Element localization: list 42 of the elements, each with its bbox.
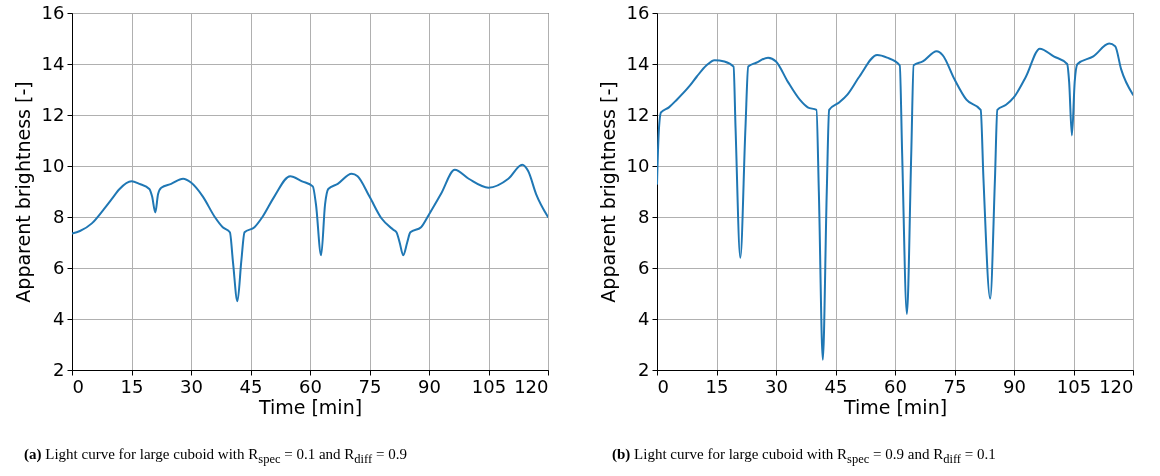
x-tick-label: 60 <box>884 375 907 397</box>
x-axis-title: Time [min] <box>842 395 948 418</box>
text: (b) Light curve for large cuboid with R$_{spec}$ = 0.9 and R$_{diff}$ = 0.1 <box>612 446 996 466</box>
y-tick-label: 6 <box>53 256 65 278</box>
x-axis-title: Time [min] <box>257 395 363 418</box>
x-tick-label: 75 <box>358 375 382 397</box>
x-tick-label: 0 <box>72 375 84 397</box>
x-tick-label: 105 <box>1056 375 1092 397</box>
y-tick-label: 10 <box>626 154 650 176</box>
x-tick-label: 30 <box>180 375 203 397</box>
y-tick-label: 14 <box>41 52 65 74</box>
x-tick-label: 105 <box>471 375 507 397</box>
y-tick-label: 8 <box>638 205 650 227</box>
y-tick-label: 4 <box>53 307 65 329</box>
x-tick-label: 60 <box>299 375 322 397</box>
y-tick-label: 16 <box>626 1 650 23</box>
x-tick-label: 90 <box>418 375 441 397</box>
y-tick-label: 6 <box>638 256 650 278</box>
x-tick-label: 15 <box>120 375 144 397</box>
x-tick-label: 15 <box>705 375 729 397</box>
y-axis-title: Apparent brightness [-] <box>596 81 619 303</box>
y-tick-label: 8 <box>53 205 65 227</box>
y-tick-label: 12 <box>41 103 65 125</box>
x-tick-label: 45 <box>824 375 848 397</box>
y-axis-title: Apparent brightness [-] <box>11 81 34 303</box>
y-tick-label: 12 <box>626 103 650 125</box>
y-tick-label: 14 <box>626 52 650 74</box>
x-tick-label: 45 <box>239 375 263 397</box>
x-tick-label: 120 <box>1099 375 1134 397</box>
x-tick-label: 120 <box>514 375 549 397</box>
x-tick-label: 75 <box>943 375 967 397</box>
text: (a) Light curve for large cuboid with R$_{spec}$ = 0.1 and R$_{diff}$ = 0.9 <box>24 446 407 466</box>
line-series <box>72 163 548 303</box>
x-tick-label: 0 <box>657 375 669 397</box>
y-tick-label: 2 <box>53 358 65 380</box>
x-tick-label: 90 <box>1003 375 1026 397</box>
y-tick-label: 4 <box>638 307 650 329</box>
y-tick-label: 16 <box>41 1 65 23</box>
y-tick-label: 10 <box>41 154 65 176</box>
y-tick-label: 2 <box>638 358 650 380</box>
x-tick-label: 30 <box>765 375 788 397</box>
line-series <box>657 42 1133 361</box>
